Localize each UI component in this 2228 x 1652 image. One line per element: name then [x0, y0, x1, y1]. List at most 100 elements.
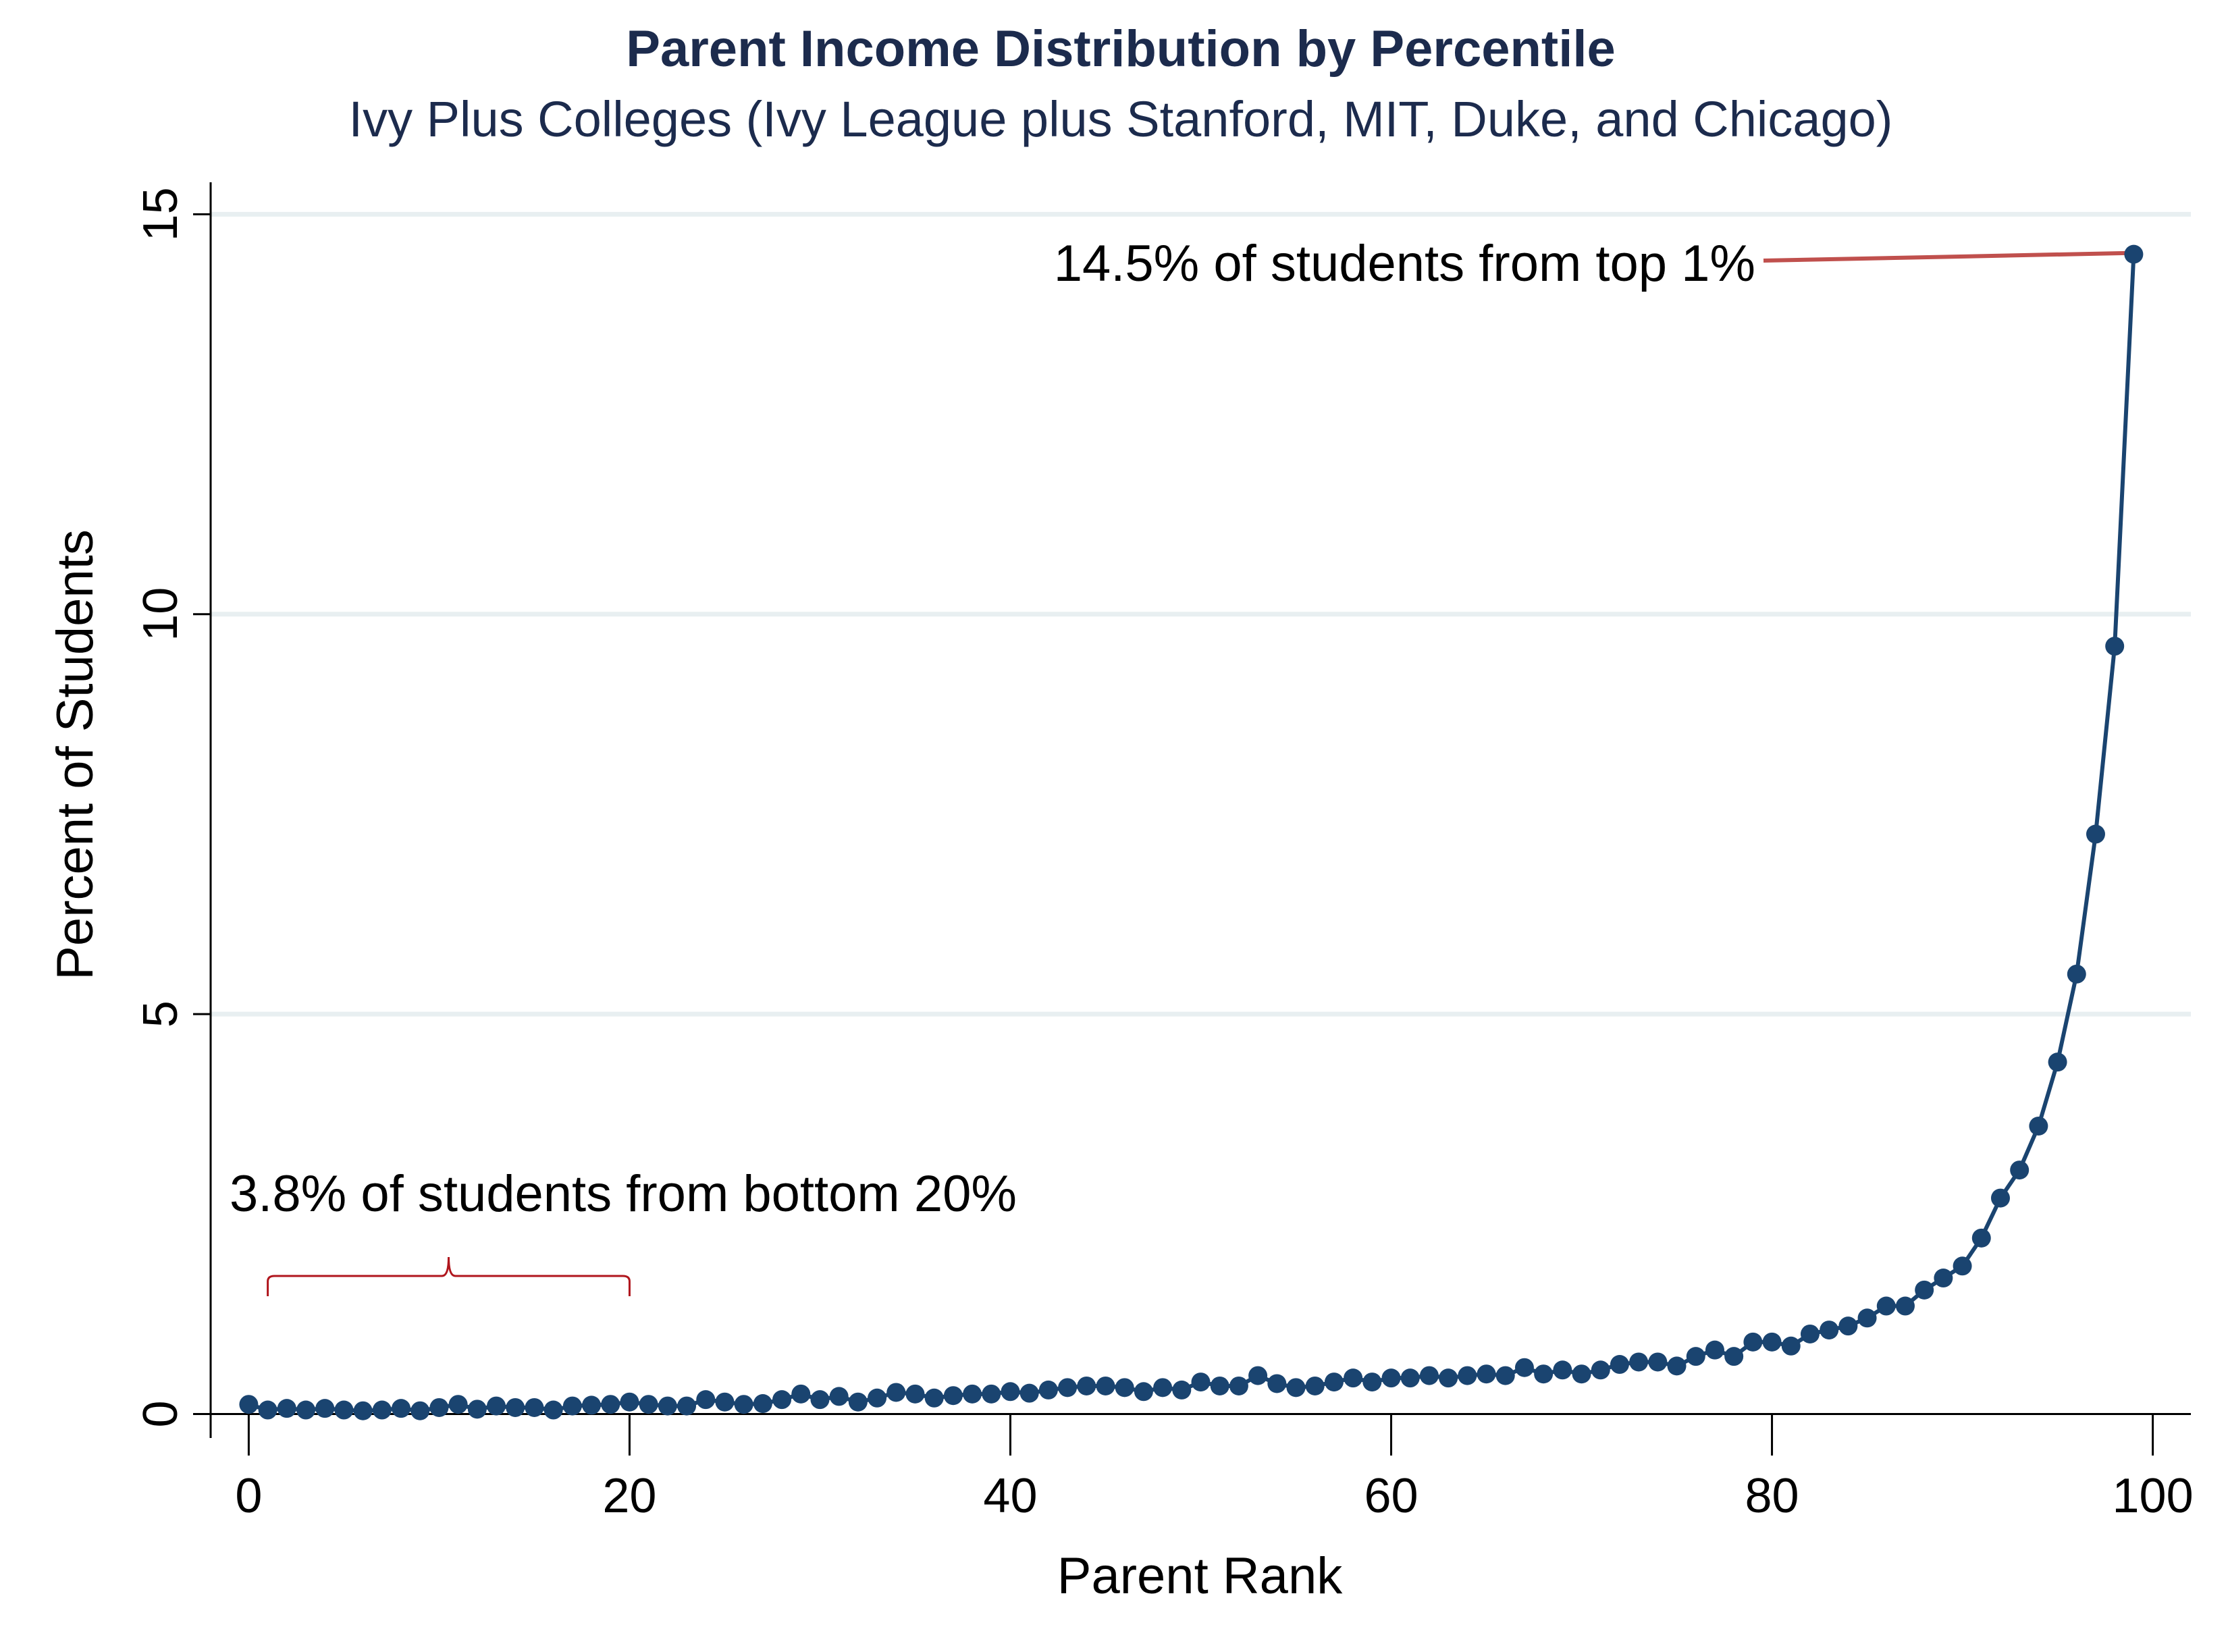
data-point-53 [1248, 1366, 1268, 1385]
data-point-13 [487, 1396, 506, 1416]
data-series [239, 244, 2144, 1420]
data-point-72 [1610, 1355, 1629, 1375]
x-tick-label-60: 60 [1364, 1469, 1418, 1523]
data-point-83 [1820, 1321, 1839, 1340]
data-point-10 [429, 1397, 449, 1417]
data-point-81 [1781, 1336, 1801, 1356]
y-tick-label-0: 0 [134, 1400, 188, 1427]
data-point-82 [1800, 1324, 1820, 1343]
data-point-77 [1705, 1340, 1724, 1360]
data-point-71 [1591, 1360, 1610, 1380]
data-point-92 [1990, 1188, 2010, 1208]
data-point-48 [1153, 1378, 1173, 1397]
data-point-23 [677, 1396, 697, 1416]
data-point-51 [1210, 1376, 1229, 1395]
data-point-12 [467, 1400, 487, 1419]
data-point-63 [1439, 1368, 1458, 1388]
data-point-59 [1362, 1373, 1382, 1392]
data-point-78 [1724, 1347, 1744, 1366]
data-point-5 [334, 1400, 354, 1420]
data-point-36 [924, 1388, 944, 1408]
data-point-39 [982, 1384, 1001, 1404]
x-axis-title: Parent Rank [1057, 1547, 1343, 1605]
data-point-11 [448, 1395, 468, 1414]
data-point-31 [829, 1387, 849, 1406]
data-point-38 [963, 1384, 982, 1404]
annotation-top-1-percent: 14.5% of students from top 1% [1054, 235, 1755, 292]
data-point-9 [410, 1401, 430, 1420]
data-point-6 [353, 1401, 373, 1420]
data-point-34 [886, 1383, 906, 1402]
data-point-43 [1058, 1378, 1078, 1397]
data-point-60 [1381, 1368, 1401, 1388]
data-point-47 [1134, 1382, 1153, 1402]
data-point-24 [696, 1390, 716, 1410]
data-point-76 [1686, 1347, 1705, 1366]
data-point-73 [1629, 1352, 1649, 1372]
data-point-18 [582, 1395, 602, 1415]
data-point-85 [1857, 1308, 1877, 1328]
data-point-35 [905, 1384, 925, 1404]
series-line [248, 254, 2136, 1413]
data-point-15 [525, 1397, 544, 1417]
data-point-74 [1648, 1352, 1668, 1372]
data-point-93 [2010, 1161, 2030, 1180]
data-point-42 [1038, 1380, 1058, 1400]
data-point-96 [2067, 964, 2086, 984]
data-point-32 [848, 1392, 868, 1412]
data-point-26 [734, 1395, 753, 1414]
data-point-22 [658, 1396, 677, 1416]
data-point-84 [1838, 1316, 1858, 1336]
data-point-4 [315, 1399, 335, 1418]
data-point-25 [715, 1392, 735, 1412]
data-point-52 [1229, 1376, 1248, 1395]
x-tick-label-80: 80 [1745, 1469, 1799, 1523]
y-axis-title: Percent of Students [47, 529, 104, 980]
data-point-3 [296, 1400, 316, 1420]
data-point-41 [1019, 1383, 1039, 1403]
data-point-46 [1115, 1378, 1134, 1397]
data-point-16 [543, 1400, 563, 1420]
data-point-95 [2048, 1053, 2067, 1072]
data-point-79 [1743, 1332, 1763, 1352]
data-point-33 [868, 1388, 887, 1408]
data-point-61 [1400, 1368, 1420, 1388]
data-point-2 [277, 1399, 296, 1418]
data-point-40 [1001, 1382, 1020, 1402]
chart-title: Parent Income Distribution by Percentile [626, 20, 1615, 78]
annotations [267, 250, 2134, 1296]
y-tick-label-5: 5 [134, 1001, 188, 1028]
data-point-1 [258, 1400, 277, 1420]
x-tick-label-0: 0 [235, 1469, 262, 1523]
data-point-37 [943, 1386, 963, 1406]
data-point-27 [753, 1394, 772, 1414]
axes: 0 5 10 15 0 20 40 60 80 100 [134, 182, 2194, 1523]
data-point-94 [2029, 1116, 2048, 1136]
data-point-55 [1286, 1378, 1306, 1397]
annotation-bottom-20-percent: 3.8% of students from bottom 20% [230, 1165, 1017, 1223]
data-point-45 [1096, 1376, 1115, 1395]
data-point-58 [1344, 1368, 1363, 1388]
data-point-64 [1458, 1366, 1477, 1385]
data-point-99 [2124, 244, 2144, 264]
y-tick-label-10: 10 [134, 587, 188, 641]
data-point-86 [1876, 1296, 1896, 1316]
x-tick-label-100: 100 [2113, 1469, 2194, 1523]
annotation-bottom-brace [267, 1256, 631, 1296]
data-point-21 [639, 1395, 658, 1414]
data-point-91 [1971, 1228, 1991, 1248]
data-point-70 [1572, 1364, 1591, 1384]
data-point-90 [1953, 1256, 1972, 1276]
data-point-75 [1667, 1356, 1687, 1376]
data-point-67 [1514, 1358, 1534, 1377]
data-point-0 [239, 1395, 259, 1414]
data-point-68 [1534, 1364, 1554, 1384]
data-point-65 [1477, 1364, 1496, 1384]
y-tick-label-15: 15 [134, 187, 188, 241]
data-point-56 [1305, 1376, 1325, 1395]
data-point-54 [1267, 1374, 1287, 1393]
data-point-69 [1553, 1360, 1572, 1380]
data-point-57 [1324, 1373, 1344, 1392]
data-point-66 [1495, 1366, 1515, 1385]
